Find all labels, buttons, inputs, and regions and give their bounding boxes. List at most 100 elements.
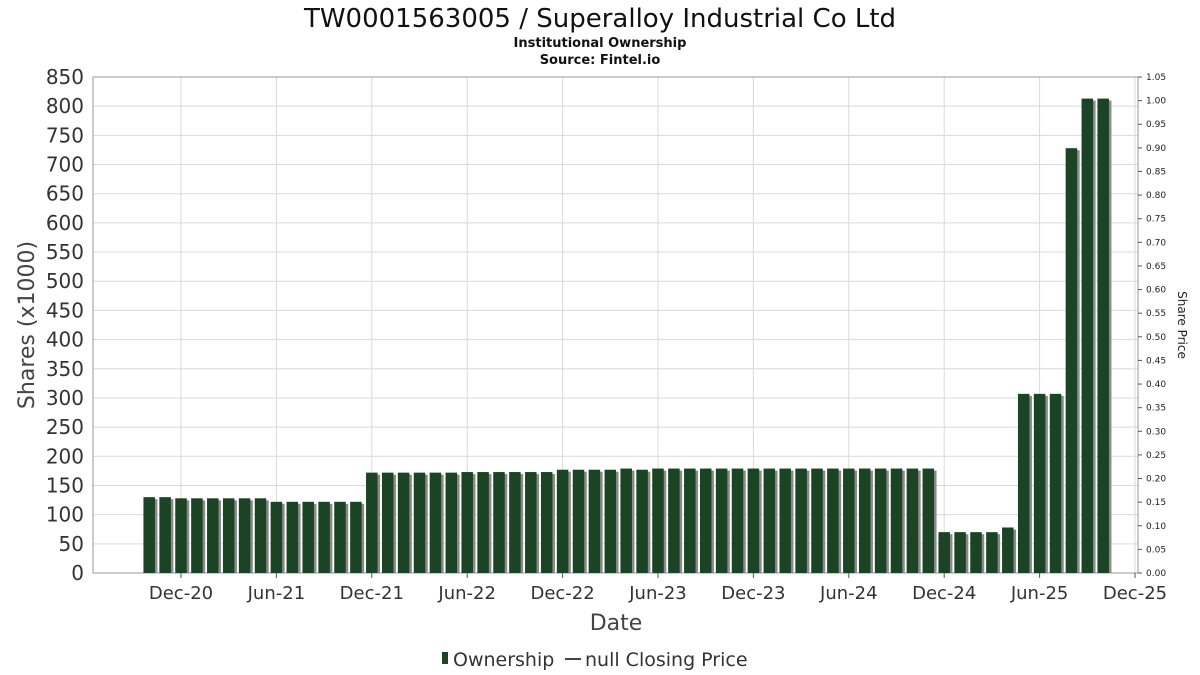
y-tick-label: 850: [46, 65, 84, 89]
legend: Ownership null Closing Price: [442, 649, 748, 671]
y2-tick-label: 0.70: [1146, 238, 1166, 248]
ownership-bar: [381, 472, 394, 573]
ownership-bar: [763, 468, 776, 573]
ownership-bar: [747, 468, 760, 573]
ownership-bar: [540, 472, 553, 573]
y-tick-label: 400: [46, 328, 84, 352]
y-tick-label: 650: [46, 182, 84, 206]
ownership-bar: [652, 468, 664, 573]
y2-tick-label: 0.55: [1146, 309, 1166, 319]
y-tick-label: 550: [46, 240, 84, 264]
ownership-bar: [509, 472, 521, 573]
ownership-bar: [413, 472, 426, 573]
ownership-bar: [1002, 527, 1014, 573]
ownership-bar: [986, 532, 998, 573]
ownership-bar: [222, 498, 235, 573]
x-tick-label: Jun-21: [247, 583, 306, 604]
y2-tick-label: 0.05: [1146, 545, 1166, 555]
y2-tick-label: 0.75: [1146, 215, 1166, 225]
ownership-bar: [1033, 393, 1046, 573]
legend-ownership-swatch: [442, 652, 448, 664]
ownership-bar: [143, 497, 155, 573]
x-tick-label: Dec-21: [340, 583, 404, 604]
bar-series-ownership: [143, 98, 1112, 574]
ownership-bar: [636, 469, 648, 573]
ownership-bar: [970, 532, 982, 573]
ownership-bar: [572, 469, 585, 573]
ownership-bar: [461, 472, 473, 573]
ownership-bar: [1049, 393, 1062, 573]
ownership-bar: [779, 468, 791, 573]
x-tick-label: Dec-20: [149, 583, 213, 604]
ownership-bar: [874, 468, 887, 573]
ownership-bar: [270, 501, 283, 573]
ownership-bar: [588, 469, 601, 573]
y-tick-label: 450: [46, 298, 84, 322]
y-tick-label: 250: [46, 415, 84, 439]
ownership-bar: [1097, 98, 1109, 574]
ownership-bar: [159, 497, 171, 573]
ownership-bar: [493, 472, 505, 573]
y-tick-label: 50: [59, 532, 84, 556]
ownership-bar: [604, 469, 617, 573]
ownership-bar: [525, 472, 537, 573]
ownership-bar: [668, 468, 680, 573]
y-axis-left: 0 50 100 150 200 250 300 350 400 450 500 550 600 650 7…: [46, 65, 84, 585]
ownership-bar: [938, 532, 950, 573]
y2-tick-label: 0.10: [1146, 522, 1166, 532]
ownership-bar: [731, 468, 744, 573]
y2-tick-label: 0.65: [1146, 262, 1166, 272]
ownership-bar: [175, 498, 187, 573]
y-tick-label: 600: [46, 211, 84, 235]
y-tick-label: 300: [46, 386, 84, 410]
chart-title: TW0001563005 / Superalloy Industrial Co …: [303, 4, 896, 34]
x-axis-label: Date: [590, 611, 643, 636]
x-tick-label: Jun-22: [437, 583, 496, 604]
y-tick-label: 200: [46, 444, 84, 468]
y-tick-label: 500: [46, 269, 84, 293]
y2-tick-label: 0.00: [1146, 569, 1166, 579]
ownership-bar: [366, 472, 378, 573]
chart-subtitle: Institutional Ownership: [514, 36, 687, 51]
ownership-bar: [207, 498, 219, 573]
y-tick-label: 0: [71, 561, 84, 585]
x-tick-label: Dec-23: [721, 583, 785, 604]
y2-tick-label: 0.95: [1146, 120, 1166, 130]
ownership-bar: [334, 501, 346, 573]
y2-tick-label: 0.60: [1146, 286, 1166, 296]
ownership-bar: [429, 472, 442, 573]
y-axis-right-label: Share Price: [1175, 291, 1189, 359]
y2-tick-label: 0.40: [1146, 380, 1166, 390]
y-tick-label: 700: [46, 153, 84, 177]
ownership-bar: [191, 498, 203, 573]
y2-tick-label: 0.25: [1146, 451, 1166, 461]
x-tick-label: Jun-25: [1010, 583, 1069, 604]
y2-tick-label: 0.90: [1146, 144, 1166, 154]
chart-source: Source: Fintel.io: [540, 53, 661, 68]
ownership-bar: [397, 472, 410, 573]
x-tick-label: Dec-25: [1103, 583, 1167, 604]
x-tick-label: Jun-23: [628, 583, 687, 604]
y2-tick-label: 0.45: [1146, 356, 1166, 366]
legend-closing-price-label: null Closing Price: [585, 649, 748, 671]
ownership-bar: [954, 532, 966, 573]
x-tick-label: Dec-24: [912, 583, 976, 604]
ownership-bar: [843, 468, 855, 573]
y2-tick-label: 0.85: [1146, 167, 1166, 177]
ownership-bar: [254, 498, 267, 573]
x-tick-label: Dec-22: [530, 583, 594, 604]
y-tick-label: 800: [46, 94, 84, 118]
ownership-bar: [1017, 393, 1030, 573]
ownership-bar: [699, 468, 712, 573]
y-tick-label: 100: [46, 503, 84, 527]
y2-tick-label: 0.15: [1146, 498, 1166, 508]
ownership-bar: [238, 498, 251, 573]
ownership-bar: [715, 468, 728, 573]
ownership-bar: [286, 501, 299, 573]
ownership-bar: [350, 501, 362, 573]
ownership-bar: [922, 468, 935, 573]
ownership-bar: [477, 472, 489, 573]
legend-ownership-label: Ownership: [453, 649, 554, 671]
x-axis: Dec-20 Jun-21 Dec-21 Jun-22 Dec-22 Jun-23 Dec-…: [149, 573, 1167, 604]
